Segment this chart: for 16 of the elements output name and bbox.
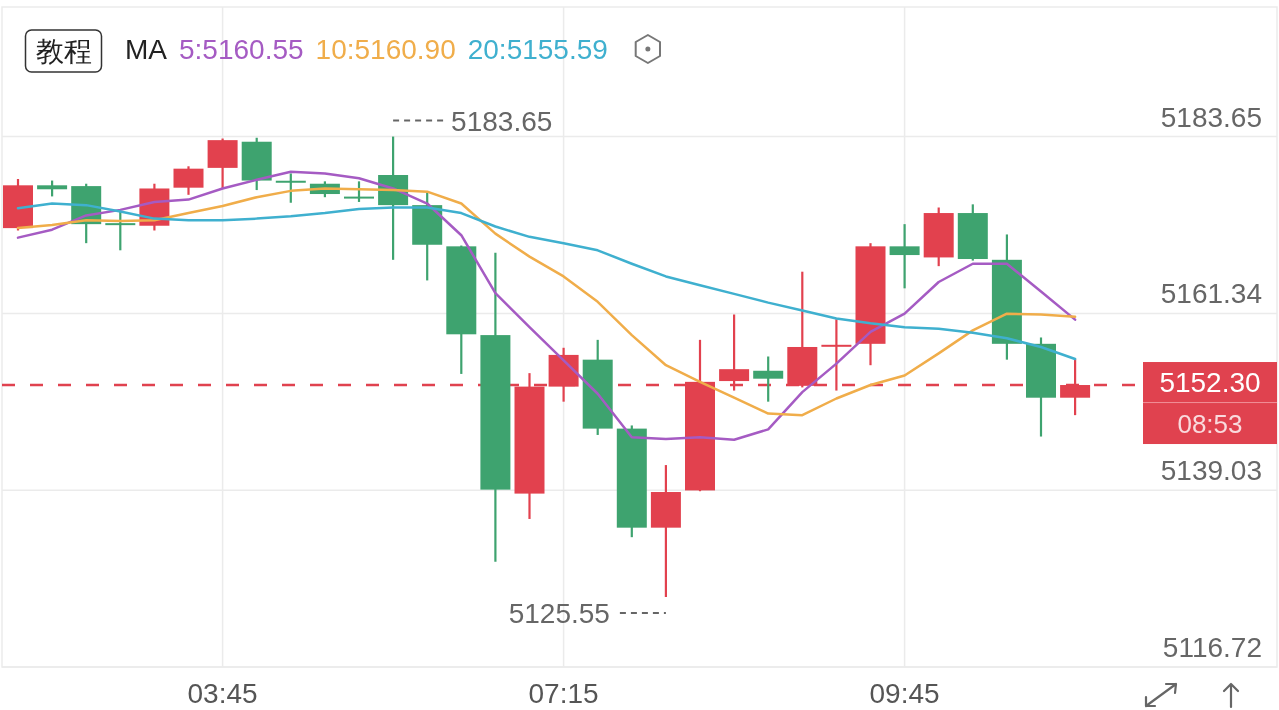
text: 20:5155.59 [467,34,608,65]
y-tick-label: 5183.65 [1160,101,1262,133]
x-tick-label: 07:15 [528,678,599,709]
x-tick-label: 09:45 [869,678,940,709]
legend-title: MA [125,34,168,65]
text: 10:5160.90 [315,34,456,65]
x-tick-label: 03:45 [187,678,258,709]
y-tick-label: 5116.72 [1162,632,1262,663]
text: 5:5160.55 [179,34,304,65]
y-tick-label: 5139.03 [1160,455,1262,487]
ref-line-label: 5152.30 [1159,367,1261,399]
annotation: 5125.55 [508,598,610,630]
text: 08:53 [1177,409,1243,440]
annotation: 5183.65 [451,105,553,137]
annotation: 教程 [35,36,92,67]
y-tick-label: 5161.34 [1160,278,1262,310]
